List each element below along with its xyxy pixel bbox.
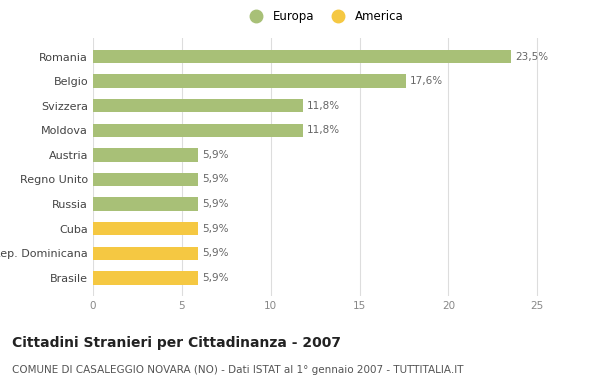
Text: 5,9%: 5,9% [202,248,229,258]
Text: 11,8%: 11,8% [307,125,340,135]
Text: 17,6%: 17,6% [410,76,443,86]
Bar [93,247,198,260]
Bar [93,197,198,211]
Text: COMUNE DI CASALEGGIO NOVARA (NO) - Dati ISTAT al 1° gennaio 2007 - TUTTITALIA.IT: COMUNE DI CASALEGGIO NOVARA (NO) - Dati … [12,365,464,375]
Text: 5,9%: 5,9% [202,199,229,209]
Legend: Europa, America: Europa, America [245,10,403,23]
Text: Cittadini Stranieri per Cittadinanza - 2007: Cittadini Stranieri per Cittadinanza - 2… [12,336,341,350]
Text: 23,5%: 23,5% [515,52,548,62]
Bar [93,99,302,112]
Text: 5,9%: 5,9% [202,150,229,160]
Text: 5,9%: 5,9% [202,174,229,185]
Bar [93,271,198,285]
Bar [93,124,302,137]
Bar [93,74,406,88]
Bar [93,148,198,162]
Bar [93,173,198,186]
Text: 11,8%: 11,8% [307,101,340,111]
Bar [93,50,511,63]
Text: 5,9%: 5,9% [202,273,229,283]
Text: 5,9%: 5,9% [202,224,229,234]
Bar [93,222,198,236]
